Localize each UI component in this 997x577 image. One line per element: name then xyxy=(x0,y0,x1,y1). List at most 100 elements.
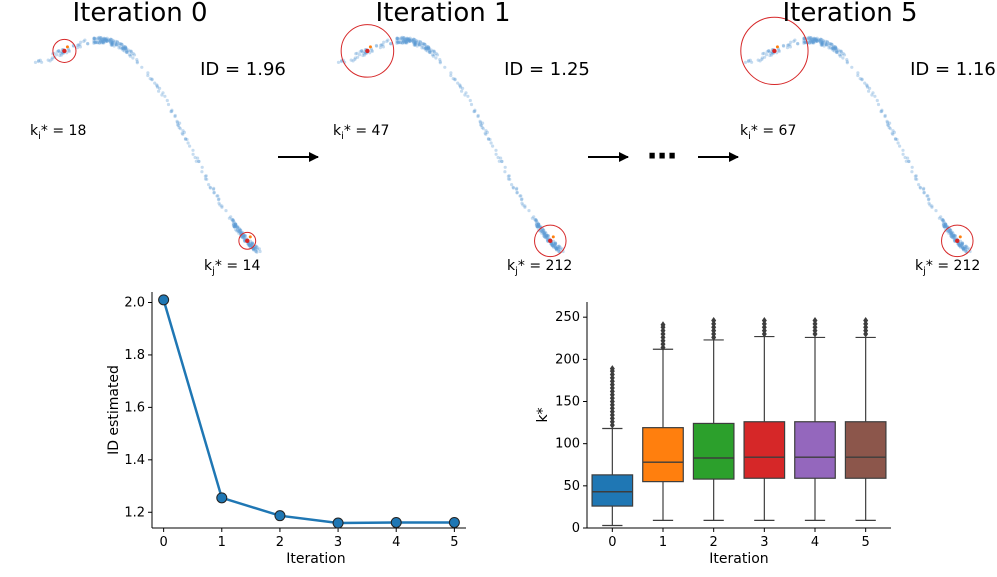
scatter-point xyxy=(960,241,965,245)
scatter-point xyxy=(409,38,413,42)
scatter-point xyxy=(235,225,239,229)
scatter-point xyxy=(825,43,829,47)
scatter-point xyxy=(413,41,417,45)
ki-label: ki* = 67 xyxy=(740,123,796,142)
scatter-point xyxy=(785,46,790,50)
scatter-point xyxy=(98,37,102,41)
scatter-point xyxy=(360,49,364,53)
scatter-point xyxy=(488,137,492,142)
scatter-point xyxy=(382,40,386,44)
scatter-point xyxy=(413,43,417,48)
scatter-point xyxy=(860,78,864,82)
scatter-point xyxy=(519,198,524,202)
scatter-point xyxy=(763,55,767,59)
outlier-point xyxy=(812,317,818,325)
scatter-point xyxy=(762,51,766,55)
scatter-point xyxy=(542,235,547,239)
y-tick-label: 150 xyxy=(555,395,580,410)
box-body xyxy=(642,427,684,483)
scatter-point xyxy=(379,43,384,47)
scatter-point xyxy=(249,243,253,247)
id-label: ID = 1.16 xyxy=(910,59,996,80)
scatter-point xyxy=(802,40,806,44)
scatter-point xyxy=(951,234,955,238)
scatter-point xyxy=(432,53,436,57)
scatter-point xyxy=(406,37,410,42)
scatter-point xyxy=(767,50,772,54)
scatter-point xyxy=(949,231,953,235)
scatter-point xyxy=(556,249,561,253)
scatter-point xyxy=(476,114,480,119)
scatter-point xyxy=(224,209,228,213)
scatter-point xyxy=(551,244,555,248)
scatter-point xyxy=(537,222,541,226)
scatter-point xyxy=(453,78,457,82)
scatter-point xyxy=(541,228,546,232)
scatter-point xyxy=(208,186,212,190)
scatter-point xyxy=(835,50,839,55)
scatter-point xyxy=(110,43,114,47)
scatter-point xyxy=(163,94,167,98)
scatter-point xyxy=(814,37,818,42)
scatter-point xyxy=(845,58,849,62)
scatter-point xyxy=(79,40,83,44)
neighborhood-circle-j xyxy=(534,224,567,258)
scatter-point xyxy=(432,50,436,54)
scatter-point xyxy=(551,241,555,245)
scatter-point xyxy=(885,119,889,123)
scatter-point xyxy=(812,38,816,42)
scatter-point xyxy=(241,234,245,238)
scatter-point xyxy=(253,249,258,253)
scatter-point xyxy=(965,245,969,249)
scatter-point xyxy=(527,209,531,213)
scatter-point xyxy=(414,39,418,43)
scatter-point xyxy=(961,246,966,251)
scatter-point xyxy=(554,245,558,249)
scatter-point xyxy=(381,45,385,49)
scatter-point xyxy=(234,228,238,232)
x-tick-label: 3 xyxy=(760,535,768,550)
scatter-point xyxy=(937,216,942,220)
scatter-point xyxy=(234,222,238,226)
scatter-point xyxy=(947,231,951,235)
scatter-point xyxy=(907,159,911,163)
scatter-point xyxy=(183,137,188,141)
scatter-point xyxy=(949,231,953,236)
scatter-point xyxy=(503,170,507,174)
kj-label: kj* = 14 xyxy=(204,258,260,277)
y-tick-label: 200 xyxy=(555,352,580,367)
scatter-point xyxy=(110,40,114,44)
scatter-point xyxy=(411,39,415,43)
scatter-point xyxy=(833,47,837,51)
scatter-point xyxy=(211,187,216,191)
scatter-point xyxy=(803,40,807,44)
scatter-point xyxy=(110,41,114,45)
scatter-point xyxy=(181,129,185,133)
scatter-point xyxy=(93,37,97,41)
scatter-point xyxy=(503,165,507,169)
scatter-point xyxy=(200,170,204,174)
scatter-point xyxy=(962,246,966,251)
scatter-point xyxy=(554,247,559,251)
scatter-point xyxy=(554,246,559,251)
scatter-point xyxy=(499,156,503,160)
box-2 xyxy=(692,317,735,522)
scatter-point xyxy=(78,45,82,49)
scatter-point xyxy=(170,108,174,112)
scatter-point xyxy=(117,46,121,50)
scatter-point xyxy=(484,132,488,136)
scatter-point xyxy=(831,46,835,50)
scatter-point xyxy=(424,46,428,51)
scatter-point xyxy=(534,222,539,226)
scatter-point xyxy=(822,44,826,48)
scatter-point xyxy=(814,38,818,42)
scatter-point xyxy=(865,84,869,88)
scatter-point xyxy=(429,48,433,52)
scatter-point xyxy=(140,65,144,69)
scatter-point xyxy=(893,137,898,141)
scatter-point xyxy=(75,46,80,50)
scatter-point xyxy=(405,41,409,45)
scatter-point xyxy=(546,234,550,238)
scatter-point xyxy=(913,177,918,181)
scatter-point xyxy=(941,219,945,223)
